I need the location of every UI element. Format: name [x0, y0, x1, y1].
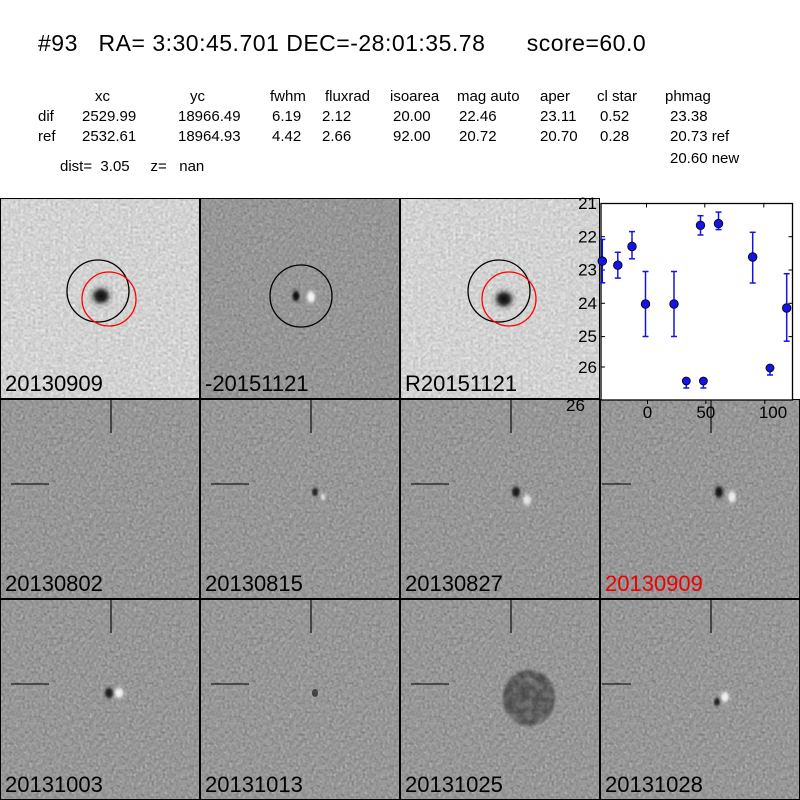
svg-text:24: 24: [578, 294, 597, 313]
svg-text:0: 0: [643, 403, 652, 422]
svg-text:23: 23: [578, 261, 597, 280]
svg-text:50: 50: [696, 403, 715, 422]
svg-text:100: 100: [759, 403, 787, 422]
svg-text:26: 26: [578, 358, 597, 377]
svg-text:21: 21: [578, 194, 597, 213]
svg-text:22: 22: [578, 228, 597, 247]
svg-text:25: 25: [578, 327, 597, 346]
